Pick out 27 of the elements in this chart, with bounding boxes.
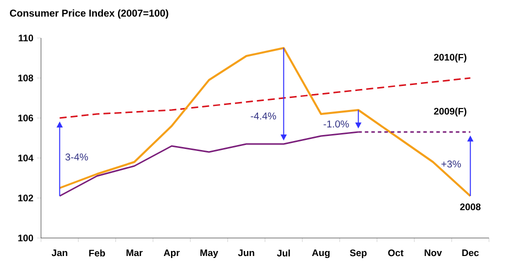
x-tick-label: Mar [126, 250, 143, 256]
x-tick-label: May [200, 250, 218, 258]
series-label: 2010(F) [434, 54, 466, 62]
annotation: +3% [441, 160, 461, 168]
chart-title: Consumer Price Index (2007=100) [10, 9, 168, 19]
x-tick-label: Feb [89, 250, 106, 256]
series-label: 2009(F) [434, 108, 466, 116]
y-tick-label: 100 [18, 234, 34, 242]
x-tick-label: Apr [164, 250, 180, 258]
series-label: 2008 [460, 204, 481, 210]
y-tick-label: 104 [18, 154, 34, 162]
annotation: 3-4% [65, 153, 88, 161]
line-series [58, 47, 472, 197]
y-tick-label: 102 [18, 194, 34, 202]
x-tick-label: Dec [462, 250, 479, 256]
x-tick-label: Sep [350, 250, 367, 258]
x-tick-label: Nov [424, 250, 442, 256]
y-tick-label: 108 [18, 74, 34, 82]
y-tick-label: 110 [18, 34, 34, 42]
x-tick-label: Jan [52, 250, 68, 256]
x-tick-label: Oct [388, 250, 404, 256]
annotation: -4.4% [250, 112, 276, 120]
x-tick-label: Jul [276, 250, 290, 256]
x-tick-label: Aug [312, 250, 330, 258]
x-tick-label: Jun [238, 250, 254, 256]
y-tick-label: 106 [18, 114, 34, 122]
annotation: -1.0% [324, 120, 349, 128]
